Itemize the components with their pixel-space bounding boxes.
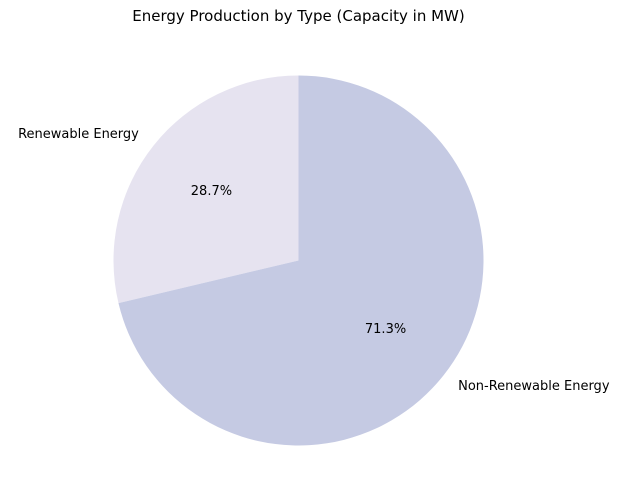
pie-slice-2 (118, 75, 484, 446)
chart-title: Energy Production by Type (Capacity in M… (132, 7, 464, 25)
slice-percent-label: 71.3% (365, 322, 406, 337)
slice-label: Renewable Energy (18, 127, 139, 142)
pie-slices (113, 75, 484, 446)
pie-slice-1 (113, 75, 299, 304)
slice-percent-label: 28.7% (191, 184, 232, 199)
slice-label: Non-Renewable Energy (458, 379, 610, 394)
pie-labels: Renewable Energy 28.7% Non-Renewable Energ… (18, 127, 610, 394)
